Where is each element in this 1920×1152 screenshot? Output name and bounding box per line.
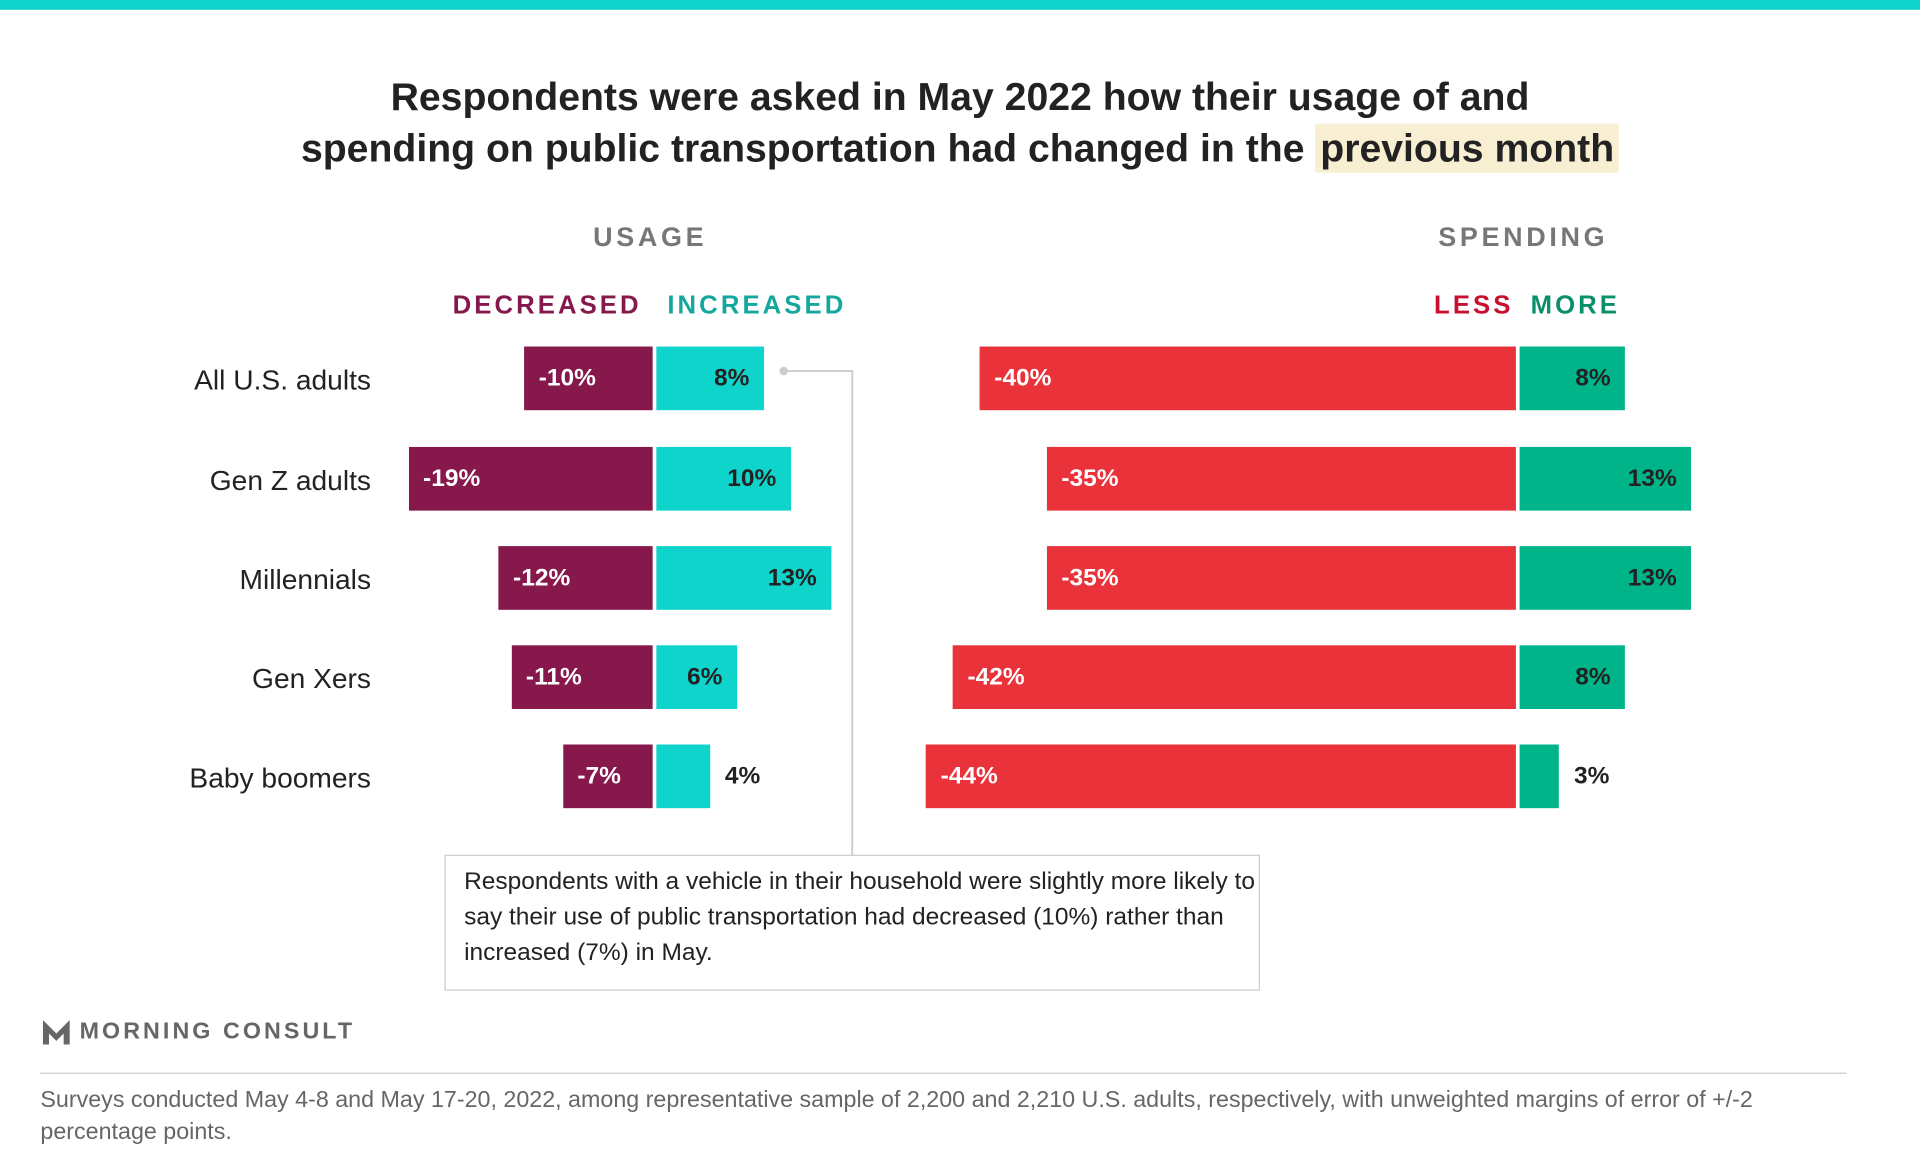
usage-increased-label: 6% — [687, 663, 723, 691]
row-label: All U.S. adults — [194, 363, 372, 396]
legend-decreased: DECREASED — [452, 291, 642, 320]
title-line-1: Respondents were asked in May 2022 how t… — [390, 74, 1530, 119]
legend-more: MORE — [1530, 291, 1621, 320]
spending-more-label: 13% — [1627, 465, 1677, 493]
brand-logo: MORNING CONSULT — [42, 1018, 356, 1046]
spending-more-label: 8% — [1575, 663, 1611, 691]
brand-name: MORNING CONSULT — [79, 1018, 356, 1045]
spending-less-label: -35% — [1061, 465, 1119, 493]
row-label: Gen Z adults — [209, 464, 372, 496]
annotation-box: Respondents with a vehicle in their hous… — [444, 854, 1261, 991]
row-label: Baby boomers — [189, 761, 372, 794]
spending-less-bar — [979, 346, 1516, 411]
spending-more-bar — [1519, 346, 1626, 411]
title-highlight: previous month — [1315, 123, 1620, 173]
spending-more-bar — [1519, 546, 1692, 610]
spending-less-label: -40% — [994, 364, 1052, 392]
usage-increased-bar — [656, 744, 711, 809]
usage-increased-label: 4% — [724, 762, 761, 790]
usage-panel-title: USAGE — [593, 221, 708, 253]
title-line-2-text: spending on public transportation had ch… — [300, 126, 1316, 171]
spending-less-bar — [952, 645, 1516, 709]
callout-line — [783, 370, 854, 855]
usage-decreased-bar — [511, 645, 653, 709]
spending-less-bar — [1046, 446, 1516, 511]
usage-decreased-bar — [408, 446, 653, 511]
spending-less-label: -42% — [967, 663, 1025, 691]
spending-more-bar — [1519, 446, 1692, 511]
row-label: Gen Xers — [252, 662, 372, 695]
divider — [40, 1072, 1847, 1074]
spending-less-bar — [1046, 546, 1516, 610]
spending-less-label: -44% — [940, 762, 998, 790]
usage-decreased-label: -7% — [577, 762, 621, 790]
usage-decreased-bar — [524, 346, 653, 411]
usage-increased-label: 13% — [767, 564, 817, 592]
spending-more-label: 13% — [1627, 564, 1677, 592]
usage-increased-label: 10% — [727, 465, 777, 493]
legend-less: LESS — [1434, 291, 1514, 320]
spending-more-bar — [1519, 744, 1560, 809]
footnote: Surveys conducted May 4-8 and May 17-20,… — [40, 1087, 1753, 1145]
spending-panel-title: SPENDING — [1438, 221, 1609, 253]
spending-less-label: -35% — [1061, 564, 1119, 592]
spending-more-label: 3% — [1573, 762, 1610, 790]
usage-increased-bar — [656, 446, 792, 511]
usage-decreased-label: -12% — [513, 564, 571, 592]
top-accent-bar — [0, 0, 1920, 10]
usage-decreased-bar — [562, 744, 653, 809]
title-line-2: spending on public transportation had ch… — [0, 122, 1920, 173]
morning-consult-logo-icon — [42, 1020, 70, 1045]
chart-title: Respondents were asked in May 2022 how t… — [0, 71, 1920, 174]
usage-increased-bar — [656, 346, 765, 411]
usage-decreased-label: -11% — [525, 663, 582, 691]
legend-increased: INCREASED — [667, 291, 847, 320]
spending-more-label: 8% — [1575, 364, 1611, 392]
row-label: Millennials — [239, 563, 372, 596]
usage-decreased-label: -19% — [423, 465, 481, 493]
usage-increased-bar — [656, 546, 832, 610]
usage-increased-label: 8% — [713, 364, 750, 392]
usage-increased-bar — [656, 645, 738, 709]
usage-decreased-bar — [498, 546, 653, 610]
spending-more-bar — [1519, 645, 1626, 709]
usage-decreased-label: -10% — [538, 364, 596, 392]
spending-less-bar — [925, 744, 1516, 809]
